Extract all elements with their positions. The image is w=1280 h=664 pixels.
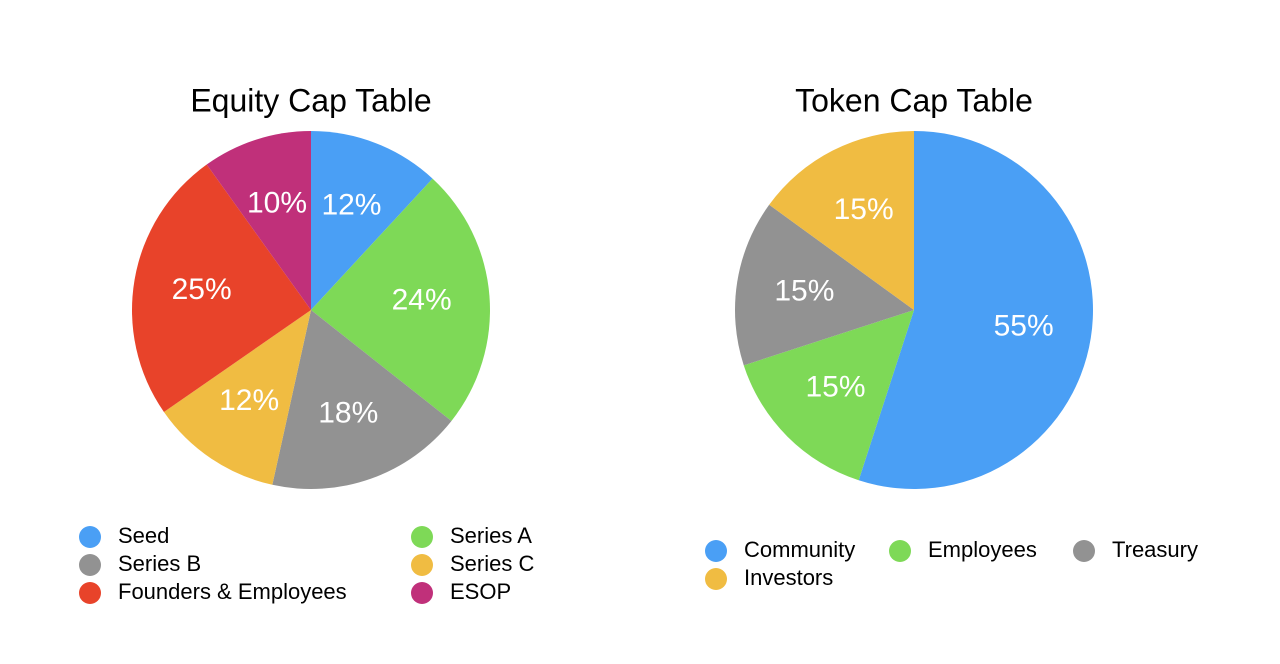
legend-label: Series B bbox=[118, 551, 201, 576]
pie-slice bbox=[311, 131, 433, 310]
data-label: 25% bbox=[172, 273, 232, 306]
legend-label: Community bbox=[744, 537, 855, 562]
pie-slice bbox=[131, 164, 311, 413]
data-label: 12% bbox=[321, 189, 381, 222]
legend-label: Treasury bbox=[1112, 537, 1198, 562]
legend-label: Seed bbox=[118, 523, 169, 548]
data-label: 15% bbox=[806, 370, 866, 403]
legend-swatch bbox=[79, 582, 101, 604]
legend-swatch bbox=[411, 554, 433, 576]
chart-title: Equity Cap Table bbox=[190, 82, 431, 118]
pie-slice bbox=[858, 131, 1093, 489]
pie-slice bbox=[163, 310, 311, 485]
legend-label: Investors bbox=[744, 565, 833, 590]
pie-slice bbox=[272, 310, 452, 489]
pie-slice bbox=[735, 204, 914, 366]
data-label: 55% bbox=[994, 309, 1054, 342]
pie-slice bbox=[311, 178, 490, 421]
legend-swatch bbox=[1073, 540, 1095, 562]
legend-label: Series C bbox=[450, 551, 534, 576]
data-label: 12% bbox=[219, 384, 279, 417]
legend-swatch bbox=[79, 526, 101, 548]
data-label: 10% bbox=[247, 186, 307, 219]
legend-label: ESOP bbox=[450, 579, 511, 604]
legend-swatch bbox=[411, 526, 433, 548]
pie-slice bbox=[206, 131, 311, 310]
legend-swatch bbox=[705, 540, 727, 562]
pie-slice bbox=[743, 310, 914, 481]
legend-swatch bbox=[411, 582, 433, 604]
data-label: 15% bbox=[774, 275, 834, 308]
data-label: 18% bbox=[318, 396, 378, 429]
legend-swatch bbox=[705, 568, 727, 590]
data-label: 15% bbox=[834, 193, 894, 226]
data-label: 24% bbox=[392, 283, 452, 316]
chart-title: Token Cap Table bbox=[795, 82, 1033, 118]
legend-label: Founders & Employees bbox=[118, 579, 347, 604]
pie-slice bbox=[769, 131, 914, 310]
legend-label: Series A bbox=[450, 523, 532, 548]
legend-swatch bbox=[889, 540, 911, 562]
legend-label: Employees bbox=[928, 537, 1037, 562]
legend-swatch bbox=[79, 554, 101, 576]
